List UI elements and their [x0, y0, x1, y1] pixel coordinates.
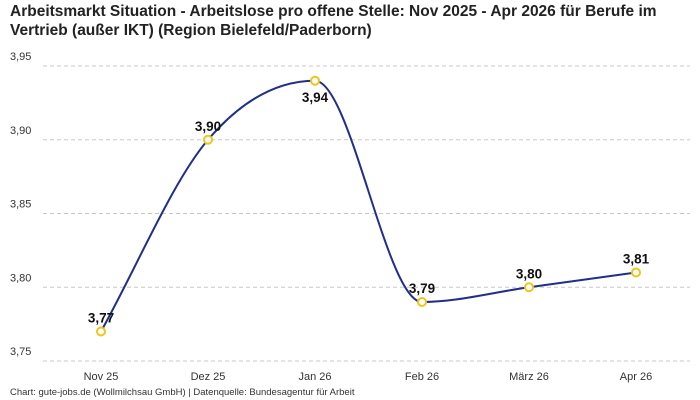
series-line — [100, 79, 637, 332]
data-point — [524, 282, 534, 293]
data-label: 3,77 — [88, 311, 114, 326]
x-tick-label: Nov 25 — [84, 371, 119, 383]
data-label: 3,80 — [516, 266, 542, 281]
data-point — [631, 267, 641, 278]
data-label: 3,79 — [409, 281, 435, 296]
y-tick-label: 3,95 — [10, 51, 31, 63]
x-tick-label: Apr 26 — [620, 371, 652, 383]
y-tick-label: 3,85 — [10, 199, 31, 211]
x-tick-label: Jan 26 — [298, 371, 331, 383]
data-markers — [96, 75, 641, 337]
grid-lines — [43, 65, 690, 362]
data-label: 3,81 — [623, 252, 650, 267]
data-point — [417, 297, 427, 307]
y-tick-label: 3,75 — [10, 346, 31, 358]
x-axis-ticks: Nov 25 Dez 25 Jan 26 Feb 26 März 26 Apr 26 — [84, 371, 653, 383]
y-axis-ticks: 3,75 3,80 3,85 3,90 3,95 — [10, 51, 31, 358]
data-point — [96, 326, 106, 337]
y-tick-label: 3,90 — [10, 125, 31, 137]
x-tick-label: März 26 — [509, 371, 549, 383]
y-tick-label: 3,80 — [10, 272, 31, 284]
data-label: 3,90 — [195, 119, 221, 134]
x-tick-label: Dez 25 — [191, 371, 226, 383]
data-labels: 3,77 3,90 3,94 3,79 3,80 3,81 — [88, 90, 650, 326]
chart-source: Chart: gute-jobs.de (Wollmilchsau GmbH) … — [10, 387, 355, 398]
chart-title: Arbeitsmarkt Situation - Arbeitslose pro… — [10, 3, 657, 39]
x-tick-label: Feb 26 — [405, 371, 439, 383]
data-point — [310, 75, 320, 86]
data-label: 3,94 — [302, 90, 329, 105]
data-point — [203, 134, 213, 145]
